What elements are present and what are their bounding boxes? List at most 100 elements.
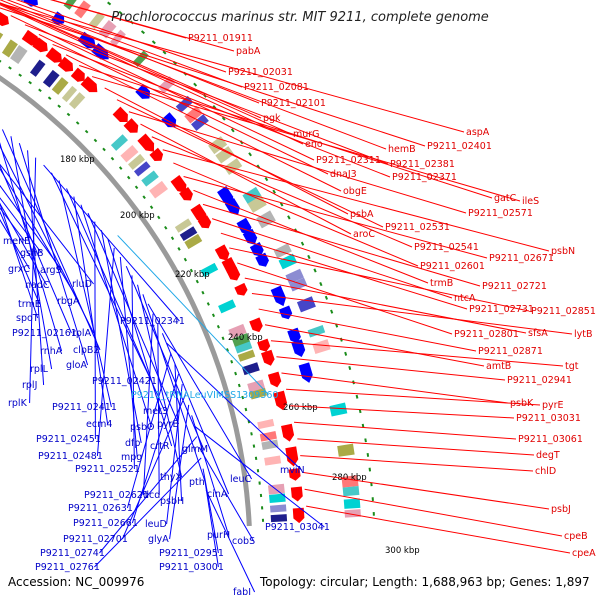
label-leader-line [237,262,453,335]
forward-cds-arrow [137,133,155,152]
label-leader-line [0,219,31,270]
reverse-cds-arrow [287,327,301,344]
cog-block [278,253,298,270]
label-leader-line [0,197,42,254]
kbp-tick-label: 200 kbp [120,211,155,221]
cog-block [218,299,237,314]
gc-content-mark [164,225,168,230]
gc-content-mark [250,432,253,436]
label-leader-line [104,87,349,215]
cog-block [337,443,355,457]
gc-content-mark [189,268,194,273]
forward-cds-arrow [234,282,248,296]
label-leader-line [125,265,205,450]
kbp-tick-label: 240 kbp [228,333,263,343]
label-leader-line [0,2,387,150]
reverse-gene-label: dfp [125,438,140,449]
reverse-gene-label: P9211_03041 [265,522,330,533]
cog-block [120,144,139,163]
label-leader-line [73,196,109,425]
reverse-gene-label: P9211_02481 [38,451,103,462]
label-leader-line [198,446,255,542]
gc-content-mark [110,156,115,161]
cog-block [259,431,277,442]
reverse-gene-label: rplJ [22,380,37,391]
forward-gene-label: cpeA [572,548,596,559]
cog-block [329,402,348,417]
gc-content-mark [368,467,372,472]
label-leader-line [270,340,564,367]
label-leader-line [193,189,429,284]
label-leader-line [79,65,493,199]
gc-content-mark [230,359,234,364]
gc-content-mark [272,189,276,194]
cog-block [261,439,279,450]
cog-block [1,39,18,58]
label-leader-line [300,455,534,472]
reverse-gene-label: pyrB [157,419,179,430]
cog-block [184,105,203,124]
label-leader-line [297,438,535,456]
forward-gene-label: pgk [263,113,281,124]
forward-gene-label: dnaJ3 [330,169,357,180]
label-leader-line [99,436,198,554]
forward-cds-arrow [123,118,139,133]
forward-gene-label: P9211_02731 [469,304,534,315]
forward-cds-arrow [112,106,128,122]
cog-block [234,341,253,354]
label-leader-line [302,471,550,510]
cog-block [228,323,247,339]
gc-content-mark [216,324,220,329]
label-leader-line [66,188,166,412]
forward-gene-label: tgt [565,361,579,372]
reverse-gene-label: P9211_02451 [36,434,101,445]
gc-content-mark [28,80,32,85]
gc-content-mark [8,66,12,70]
reverse-gene-label: ecm4 [86,419,112,430]
gc-content-mark [118,166,123,170]
label-leader-line [220,232,468,310]
reverse-gene-label: leuD [145,519,167,530]
gc-content-mark [162,50,167,55]
forward-cds-arrow [0,11,9,27]
reverse-cds-arrow [255,252,269,267]
label-leader-line [43,164,180,322]
forward-cds-arrow [170,174,187,193]
forward-cds-arrow [285,446,299,467]
label-leader-line [0,167,80,302]
label-leader-line [0,202,48,286]
cog-block [191,114,209,131]
label-leader-line [50,172,152,382]
forward-gene-label: P9211_02401 [427,141,492,152]
reverse-gene-label: thyX [160,472,182,483]
gc-content-mark [358,409,362,414]
forward-cds-arrow [149,147,164,162]
label-leader-line [191,415,230,536]
gc-content-mark [264,176,269,182]
label-leader-line [0,142,63,352]
label-leader-line [147,303,253,480]
forward-gene-label: trmB [430,278,453,289]
reverse-gene-label: spoT [16,313,39,324]
forward-gene-label: sfsA [528,328,548,339]
forward-gene-label: gatC [494,193,517,204]
label-leader-line [0,163,94,285]
label-leader-line [0,7,426,147]
genome-backbone [0,75,252,527]
reverse-gene-label: leuC [230,474,252,485]
reverse-gene-label: psbH [160,496,184,507]
gc-content-mark [256,469,260,473]
reverse-gene-label: P9211_02631 [68,503,133,514]
gc-content-mark [151,40,156,45]
label-leader-line [121,394,187,540]
genome-summary: Topology: circular; Length: 1,688,963 bp… [259,575,590,589]
forward-gene-label: obgE [343,186,367,197]
forward-gene-label: P9211_02381 [390,159,455,170]
forward-gene-label: ileS [522,196,539,207]
forward-gene-label: pyrE [542,400,564,411]
gc-content-mark [252,444,256,448]
label-leader-line [27,150,45,386]
forward-gene-label: pabA [236,46,261,57]
cog-block [343,498,361,509]
label-leader-line [161,333,230,495]
